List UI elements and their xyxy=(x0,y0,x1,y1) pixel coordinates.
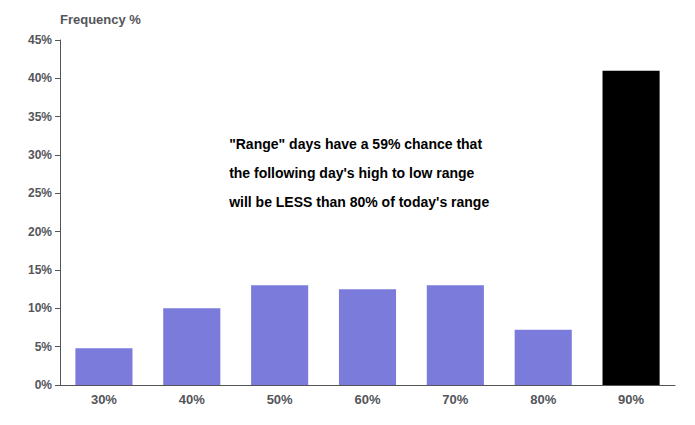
svg-text:30%: 30% xyxy=(28,148,52,162)
svg-text:60%: 60% xyxy=(354,392,380,407)
svg-text:90%: 90% xyxy=(618,392,644,407)
svg-text:40%: 40% xyxy=(179,392,205,407)
svg-text:"Range" days have a 59% chance: "Range" days have a 59% chance that xyxy=(229,136,482,152)
svg-text:will be LESS than 80% of today: will be LESS than 80% of today's range xyxy=(228,194,489,210)
svg-text:80%: 80% xyxy=(530,392,556,407)
svg-text:15%: 15% xyxy=(28,263,52,277)
svg-text:35%: 35% xyxy=(28,110,52,124)
svg-text:Frequency %: Frequency % xyxy=(60,12,141,27)
svg-text:30%: 30% xyxy=(91,392,117,407)
svg-text:20%: 20% xyxy=(28,225,52,239)
svg-text:50%: 50% xyxy=(267,392,293,407)
svg-text:10%: 10% xyxy=(28,301,52,315)
svg-text:0%: 0% xyxy=(35,378,53,392)
svg-text:70%: 70% xyxy=(442,392,468,407)
svg-text:45%: 45% xyxy=(28,33,52,47)
svg-text:the following day's high to lo: the following day's high to low range xyxy=(229,165,474,181)
svg-text:25%: 25% xyxy=(28,186,52,200)
svg-text:40%: 40% xyxy=(28,71,52,85)
svg-text:5%: 5% xyxy=(35,340,53,354)
